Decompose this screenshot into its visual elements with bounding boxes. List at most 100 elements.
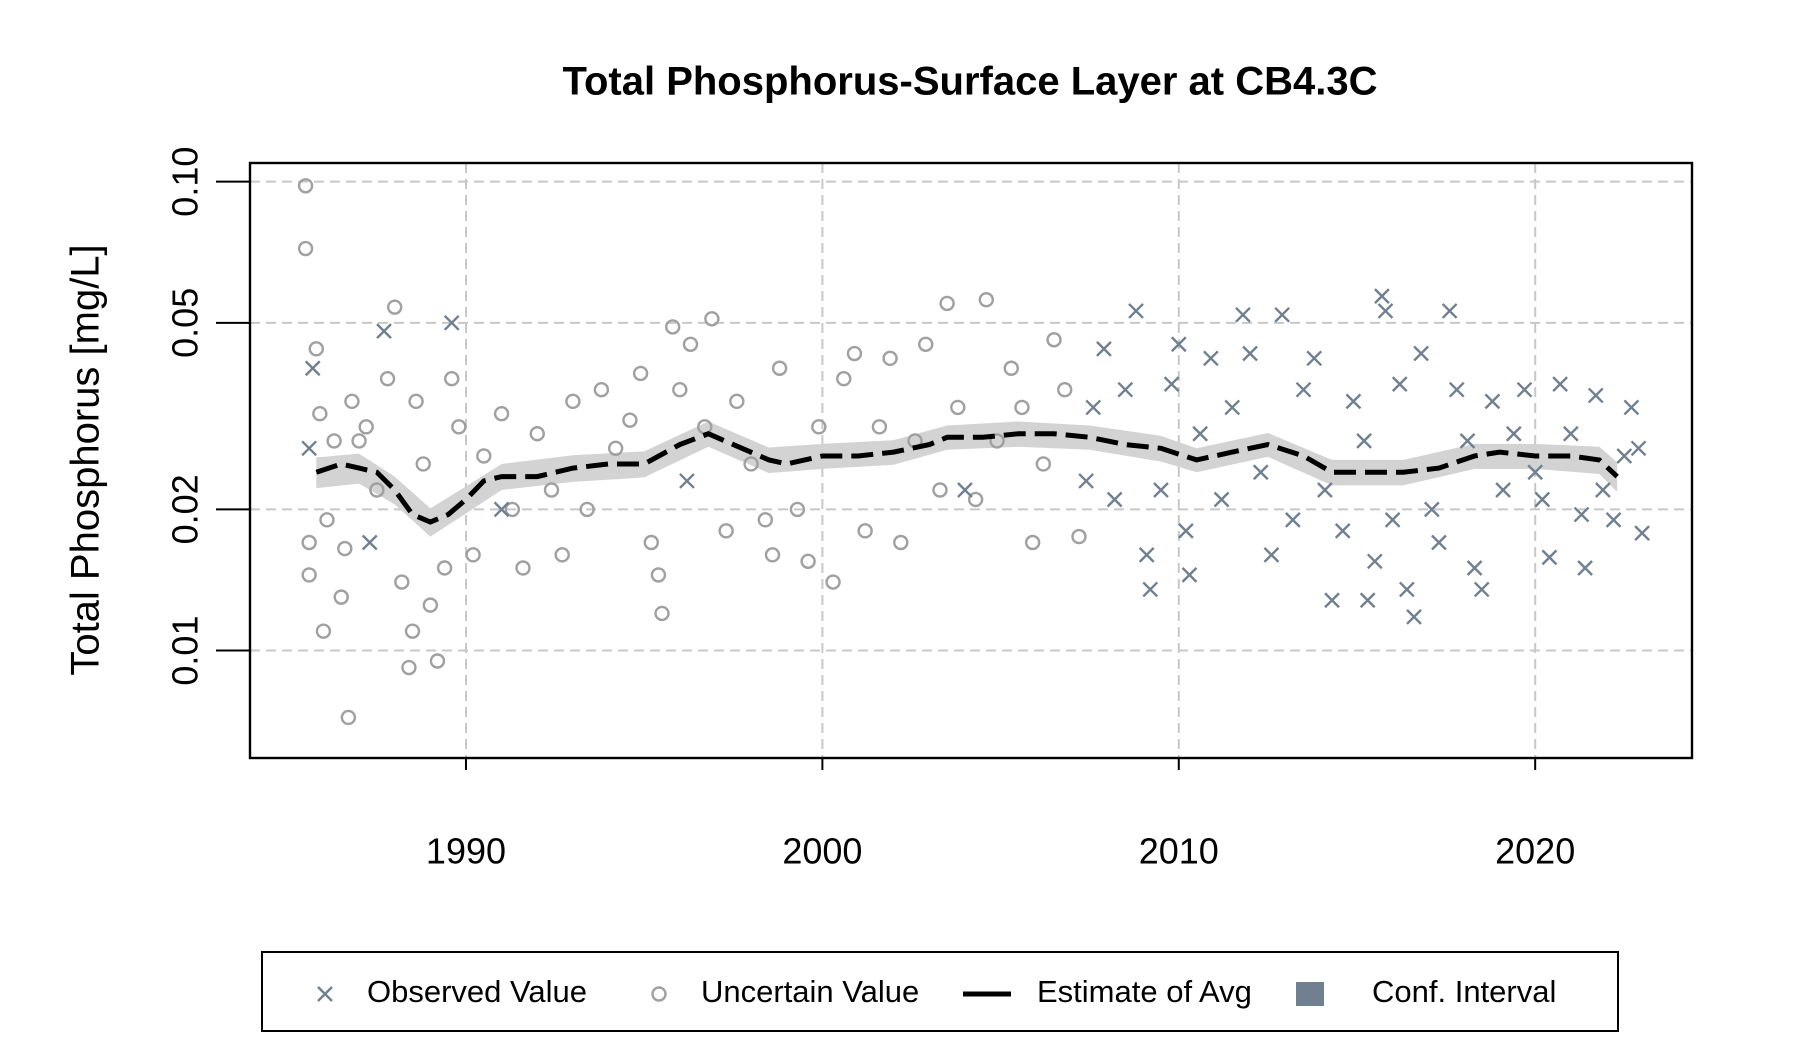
uncertain-point: [632, 365, 649, 382]
observed-point: [1138, 546, 1155, 563]
uncertain-point: [408, 393, 424, 410]
uncertain-point: [893, 534, 909, 551]
legend-item: Uncertain Value: [651, 974, 919, 1009]
observed-point: [1178, 523, 1194, 539]
uncertain-point: [836, 371, 852, 387]
uncertain-point: [515, 560, 531, 576]
legend-label: Observed Value: [367, 974, 587, 1009]
uncertain-point: [918, 336, 934, 352]
y-tick-label: 0.01: [165, 616, 206, 686]
observed-point: [1630, 440, 1647, 457]
uncertain-point: [297, 178, 314, 194]
uncertain-point: [939, 295, 955, 312]
uncertain-point: [358, 419, 374, 435]
observed-point: [1623, 399, 1640, 416]
observed-point: [1213, 491, 1230, 508]
observed-point: [1242, 345, 1258, 362]
observed-point: [1459, 433, 1476, 449]
observed-point: [1085, 399, 1102, 416]
uncertain-point: [650, 567, 667, 583]
observed-point: [1128, 303, 1144, 319]
observed-point: [1406, 609, 1422, 625]
uncertain-point: [404, 623, 421, 639]
observed-point: [1317, 482, 1333, 498]
observed-point: [1377, 303, 1394, 319]
observed-point: [1595, 482, 1611, 498]
uncertain-point: [326, 433, 342, 449]
uncertain-point: [825, 574, 841, 590]
x-tick-label: 2020: [1495, 831, 1575, 872]
estimate-line: [315, 431, 1619, 525]
uncertain-point: [369, 482, 385, 498]
y-axis-label: Total Phosphorus [mg/L]: [64, 244, 108, 675]
observed-point: [1562, 425, 1579, 442]
uncertain-point: [811, 419, 827, 435]
observed-point: [1078, 473, 1094, 489]
uncertain-point: [704, 311, 720, 327]
observed-point: [1527, 464, 1544, 481]
observed-point: [1359, 592, 1376, 609]
uncertain-point: [308, 341, 324, 357]
observed-point: [1170, 336, 1187, 353]
uncertain-point: [672, 382, 688, 398]
uncertain-point: [1035, 456, 1052, 472]
observed-point: [1505, 425, 1522, 442]
observed-point: [1096, 340, 1112, 357]
observed-point: [304, 360, 321, 377]
observed-point: [1634, 525, 1650, 541]
uncertain-point: [607, 440, 624, 456]
observed-point: [1431, 534, 1447, 551]
observed-point: [301, 440, 318, 457]
x-tick-label: 1990: [426, 831, 506, 872]
observed-point: [1577, 560, 1593, 576]
uncertain-point: [493, 405, 510, 422]
observed-point: [1192, 425, 1209, 442]
uncertain-point: [394, 574, 410, 590]
observed-point: [1334, 523, 1351, 539]
uncertain-point: [340, 709, 357, 726]
uncertain-point: [312, 405, 328, 422]
uncertain-point: [436, 560, 453, 576]
uncertain-point: [429, 653, 446, 669]
observed-point: [1356, 433, 1372, 449]
uncertain-point: [344, 393, 360, 410]
uncertain-point: [1003, 360, 1019, 376]
observed-point: [1181, 567, 1198, 583]
observed-point: [1235, 306, 1251, 323]
uncertain-point: [315, 623, 332, 639]
uncertain-point: [1071, 528, 1087, 545]
observed-point: [1203, 350, 1219, 367]
y-tick-label: 0.10: [165, 147, 206, 217]
observed-point: [493, 501, 510, 518]
uncertain-point: [622, 412, 638, 428]
observed-point: [376, 323, 392, 339]
observed-point: [1345, 393, 1362, 410]
observed-point: [679, 473, 695, 489]
observed-point: [1366, 553, 1383, 570]
uncertain-point: [579, 501, 595, 518]
observed-point: [1153, 482, 1169, 498]
observed-point: [1495, 482, 1511, 498]
uncertain-point: [422, 597, 439, 613]
observed-point: [1473, 581, 1490, 598]
uncertain-point: [989, 433, 1005, 449]
uncertain-point: [664, 319, 681, 335]
uncertain-point: [932, 482, 948, 498]
observed-point: [1252, 464, 1269, 481]
observed-point: [1573, 506, 1590, 523]
legend-box: [261, 951, 1619, 1032]
uncertain-point: [682, 336, 699, 352]
uncertain-point: [565, 393, 581, 410]
uncertain-point: [529, 426, 545, 442]
observed-point: [1374, 288, 1390, 304]
x-tick-label: 2000: [782, 831, 862, 872]
uncertain-point: [771, 360, 788, 376]
legend-label: Conf. Interval: [1372, 974, 1556, 1009]
observed-point: [1423, 501, 1440, 518]
uncertain-point: [764, 547, 781, 563]
observed-point: [1391, 376, 1408, 392]
observed-point: [443, 314, 460, 331]
observed-point: [1399, 581, 1415, 598]
observed-point: [1448, 381, 1465, 398]
observed-point: [1541, 549, 1558, 566]
